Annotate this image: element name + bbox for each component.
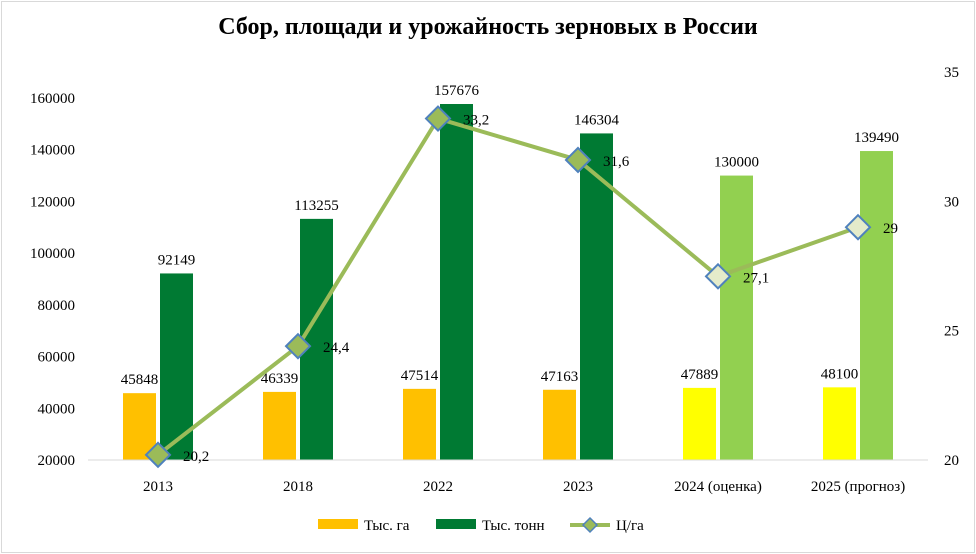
yield-marker — [704, 262, 732, 290]
legend-swatch-harvest — [436, 519, 476, 529]
x-axis-tick-label: 2024 (оценка) — [674, 479, 762, 495]
bar-area-label: 46339 — [261, 371, 299, 387]
yield-label: 29 — [883, 221, 898, 237]
y-axis-tick-label: 120000 — [30, 194, 75, 210]
bar-area-label: 47889 — [681, 367, 719, 383]
bar-harvest-label: 113255 — [294, 198, 338, 214]
legend-label-yield: Ц/га — [616, 518, 644, 534]
yield-label: 27,1 — [743, 270, 769, 286]
y-axis-tick-label: 100000 — [30, 246, 75, 262]
yield-marker — [424, 105, 452, 132]
bar-area-label: 48100 — [821, 366, 859, 382]
bar-harvest-label: 92149 — [158, 252, 196, 268]
yield-marker — [564, 146, 592, 174]
y2-axis-tick-label: 30 — [944, 194, 959, 210]
bar-area-label: 47514 — [401, 368, 439, 384]
y2-axis-tick-label: 35 — [944, 65, 959, 81]
y-axis-tick-label: 20000 — [38, 453, 76, 469]
legend-label-area: Тыс. га — [364, 518, 410, 534]
yield-marker — [284, 332, 312, 360]
bar-harvest-label: 146304 — [574, 112, 620, 128]
bar-harvest — [580, 133, 613, 460]
legend-label-harvest: Тыс. тонн — [482, 518, 545, 534]
bar-area — [403, 388, 436, 460]
y-axis-tick-label: 80000 — [38, 298, 76, 314]
chart-title: Сбор, площади и урожайность зерновых в Р… — [218, 14, 758, 40]
x-axis-tick-label: 2023 — [563, 479, 593, 495]
bar-harvest — [300, 218, 333, 460]
x-axis-tick-label: 2022 — [423, 479, 453, 495]
yield-label: 24,4 — [323, 340, 350, 356]
y-axis-tick-label: 160000 — [30, 91, 75, 107]
x-axis-tick-label: 2018 — [283, 479, 313, 495]
bar-harvest-label: 139490 — [854, 130, 899, 146]
yield-marker — [844, 213, 872, 241]
bar-area — [123, 393, 156, 460]
legend-swatch-yield-marker — [581, 516, 599, 534]
bar-harvest — [160, 273, 193, 460]
legend-swatch-area — [318, 519, 358, 529]
x-axis-tick-label: 2013 — [143, 479, 173, 495]
y2-axis-tick-label: 20 — [944, 453, 959, 469]
y-axis-tick-label: 60000 — [38, 350, 76, 366]
bar-harvest-label: 130000 — [714, 155, 759, 171]
bar-area — [543, 389, 576, 460]
bar-area-label: 45848 — [121, 372, 159, 388]
yield-label: 20,2 — [183, 449, 209, 465]
x-axis-tick-label: 2025 (прогноз) — [811, 479, 905, 495]
bar-area — [823, 387, 856, 460]
bar-harvest — [720, 175, 753, 461]
yield-line — [156, 116, 859, 457]
bar-harvest-label: 157676 — [434, 83, 480, 99]
bar-area — [683, 387, 716, 460]
yield-label: 33,2 — [463, 113, 489, 129]
yield-label: 31,6 — [603, 154, 630, 170]
bar-area-label: 47163 — [541, 369, 579, 385]
bar-harvest — [860, 151, 893, 460]
yield-marker — [144, 441, 172, 469]
bar-harvest — [440, 104, 473, 460]
y-axis-tick-label: 140000 — [30, 143, 75, 159]
bar-area — [263, 391, 296, 460]
y2-axis-tick-label: 25 — [944, 324, 959, 340]
y-axis-tick-label: 40000 — [38, 401, 76, 417]
